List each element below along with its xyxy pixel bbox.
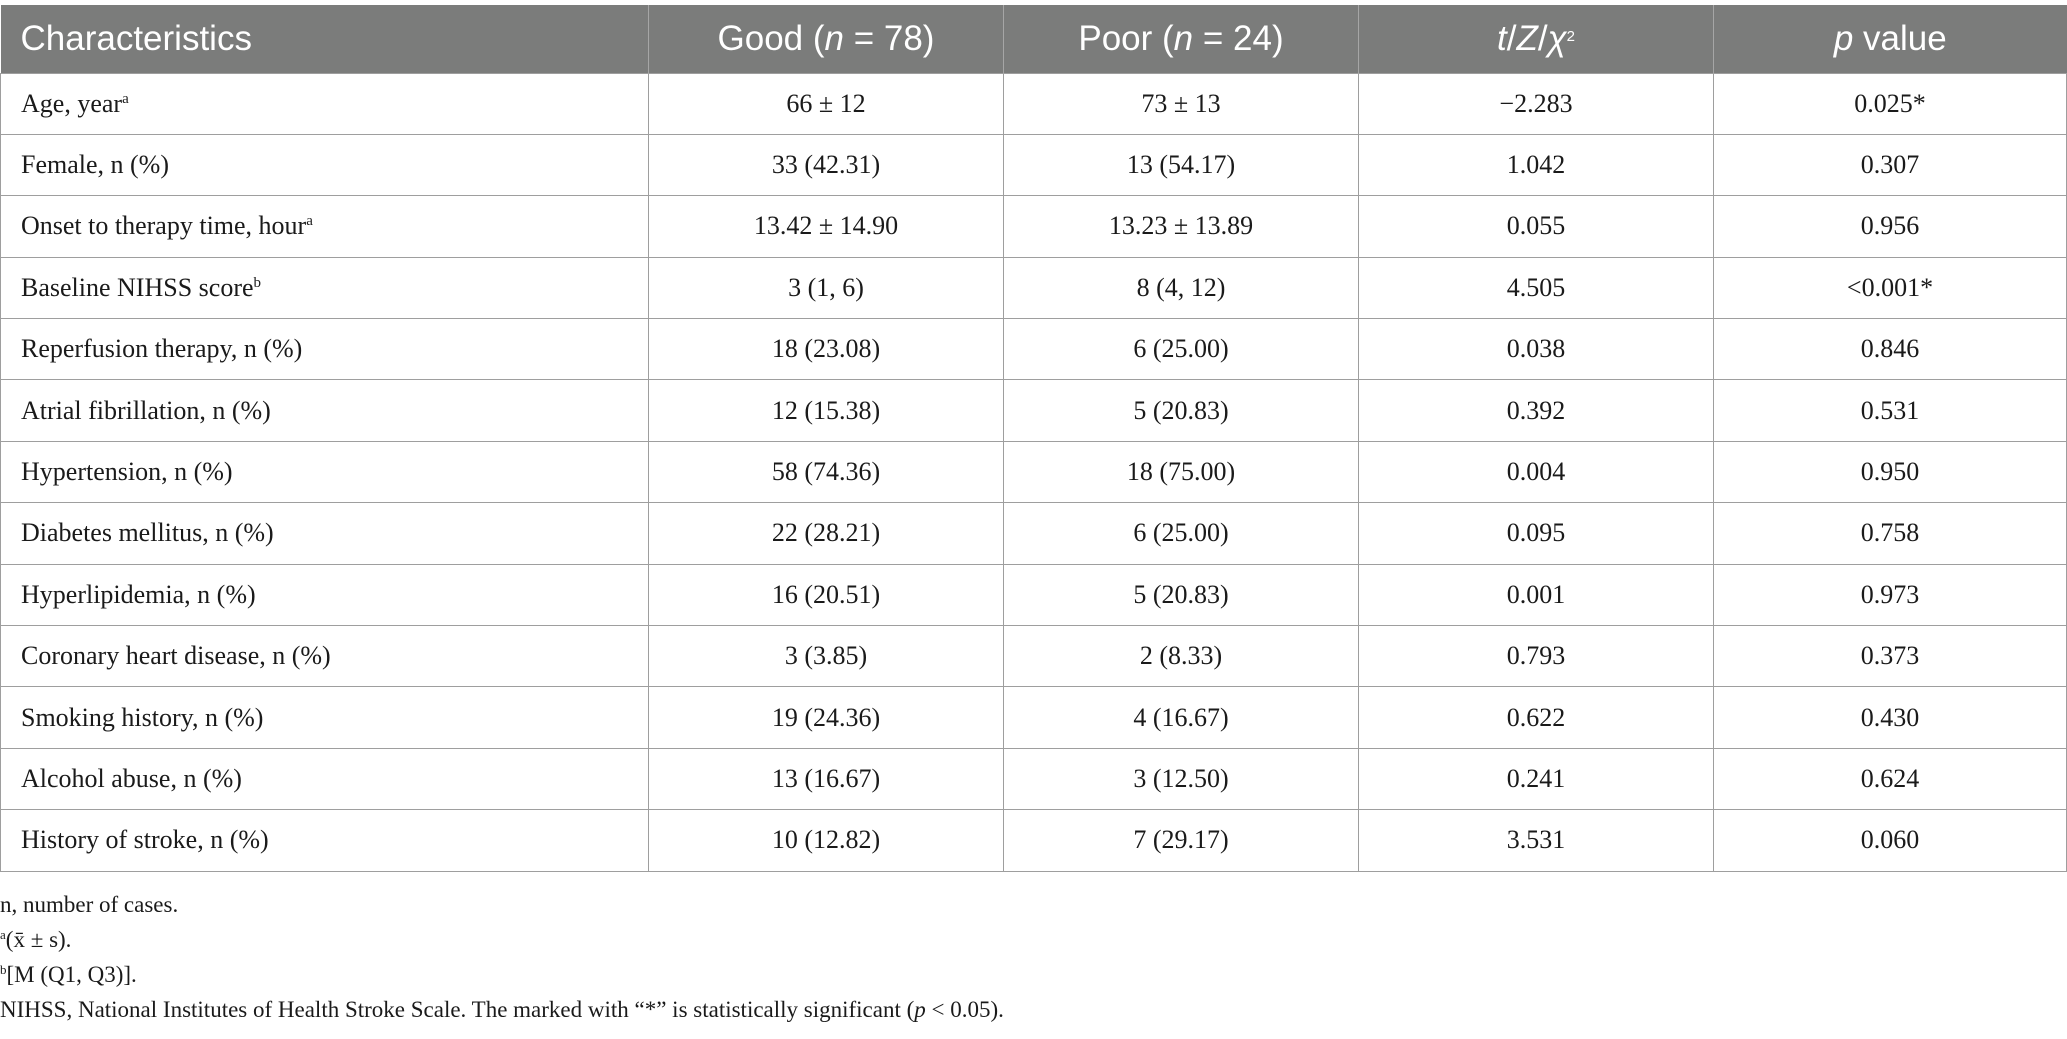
cell-poor: 73 ± 13 [1003, 72, 1359, 135]
cell-statistic: 3.531 [1358, 809, 1714, 872]
cell-statistic: 0.622 [1358, 686, 1714, 749]
cell-p-value: 0.025* [1713, 72, 2067, 135]
cell-statistic: 4.505 [1358, 256, 1714, 320]
characteristics-table: Characteristics Good (n = 78) Poor (n = … [0, 5, 2067, 872]
row-label: Alcohol abuse, n (%) [0, 747, 649, 811]
cell-statistic: 0.241 [1358, 747, 1714, 811]
cell-p-value: 0.950 [1713, 440, 2067, 504]
cell-poor: 8 (4, 12) [1003, 256, 1359, 320]
header-p-value: p value [1833, 18, 1947, 58]
cell-p-value: 0.531 [1713, 379, 2067, 442]
row-label: Baseline NIHSS scoreb [0, 256, 649, 320]
table-row: Baseline NIHSS scoreb 3 (1, 6) 8 (4, 12)… [0, 256, 2067, 320]
cell-statistic: −2.283 [1358, 72, 1714, 135]
row-label: Smoking history, n (%) [0, 686, 649, 749]
row-label: Age, yeara [0, 72, 649, 135]
row-label: Reperfusion therapy, n (%) [0, 318, 649, 381]
cell-poor: 5 (20.83) [1003, 379, 1359, 442]
cell-statistic: 0.004 [1358, 440, 1714, 504]
cell-statistic: 0.793 [1358, 625, 1714, 688]
cell-good: 58 (74.36) [648, 440, 1004, 504]
row-label: Coronary heart disease, n (%) [0, 625, 649, 688]
header-good: Good (n = 78) [648, 5, 1004, 73]
cell-good: 3 (3.85) [648, 625, 1004, 688]
header-characteristics: Characteristics [0, 5, 649, 73]
cell-poor: 7 (29.17) [1003, 809, 1359, 872]
footnote-a: a(x̄ ± s). [0, 927, 72, 952]
row-label: Female, n (%) [0, 133, 649, 197]
table-row: Hyperlipidemia, n (%) 16 (20.51) 5 (20.8… [0, 563, 2067, 627]
table-row: Onset to therapy time, houra 13.42 ± 14.… [0, 195, 2067, 258]
row-label: History of stroke, n (%) [0, 809, 649, 872]
cell-good: 3 (1, 6) [648, 256, 1004, 320]
footnote-n-definition: n, number of cases. [0, 892, 179, 917]
table-footnotes: n, number of cases. a(x̄ ± s). b[M (Q1, … [0, 887, 1004, 1027]
cell-p-value: 0.430 [1713, 686, 2067, 749]
cell-good: 66 ± 12 [648, 72, 1004, 135]
row-label: Hypertension, n (%) [0, 440, 649, 504]
table-row: Female, n (%) 33 (42.31) 13 (54.17) 1.04… [0, 133, 2067, 197]
table-header: Characteristics Good (n = 78) Poor (n = … [0, 5, 2067, 73]
cell-statistic: 0.038 [1358, 318, 1714, 381]
cell-good: 13 (16.67) [648, 747, 1004, 811]
cell-good: 13.42 ± 14.90 [648, 195, 1004, 258]
table-row: Reperfusion therapy, n (%) 18 (23.08) 6 … [0, 318, 2067, 381]
table-row: Diabetes mellitus, n (%) 22 (28.21) 6 (2… [0, 502, 2067, 565]
cell-poor: 6 (25.00) [1003, 318, 1359, 381]
cell-poor: 5 (20.83) [1003, 563, 1359, 627]
cell-statistic: 0.392 [1358, 379, 1714, 442]
cell-p-value: 0.956 [1713, 195, 2067, 258]
table-row: Age, yeara 66 ± 12 73 ± 13 −2.283 0.025* [0, 72, 2067, 135]
header-test-statistic: t/Z/χ2 [1358, 5, 1714, 73]
cell-poor: 2 (8.33) [1003, 625, 1359, 688]
row-label: Diabetes mellitus, n (%) [0, 502, 649, 565]
table-row: Hypertension, n (%) 58 (74.36) 18 (75.00… [0, 440, 2067, 504]
cell-poor: 4 (16.67) [1003, 686, 1359, 749]
cell-poor: 18 (75.00) [1003, 440, 1359, 504]
row-label: Onset to therapy time, houra [0, 195, 649, 258]
table-row: Atrial fibrillation, n (%) 12 (15.38) 5 … [0, 379, 2067, 442]
cell-statistic: 0.001 [1358, 563, 1714, 627]
cell-p-value: 0.758 [1713, 502, 2067, 565]
cell-poor: 6 (25.00) [1003, 502, 1359, 565]
cell-good: 22 (28.21) [648, 502, 1004, 565]
footnote-nihss: NIHSS, National Institutes of Health Str… [0, 997, 1004, 1022]
cell-good: 18 (23.08) [648, 318, 1004, 381]
cell-p-value: 0.373 [1713, 625, 2067, 688]
table-row: Coronary heart disease, n (%) 3 (3.85) 2… [0, 625, 2067, 688]
cell-good: 12 (15.38) [648, 379, 1004, 442]
cell-good: 10 (12.82) [648, 809, 1004, 872]
cell-statistic: 1.042 [1358, 133, 1714, 197]
row-label: Atrial fibrillation, n (%) [0, 379, 649, 442]
table-body: Age, yeara 66 ± 12 73 ± 13 −2.283 0.025*… [0, 72, 2067, 872]
cell-p-value: 0.060 [1713, 809, 2067, 872]
table-row: Alcohol abuse, n (%) 13 (16.67) 3 (12.50… [0, 747, 2067, 811]
cell-p-value: 0.307 [1713, 133, 2067, 197]
cell-good: 33 (42.31) [648, 133, 1004, 197]
footnote-b: b[M (Q1, Q3)]. [0, 962, 137, 987]
cell-p-value: 0.624 [1713, 747, 2067, 811]
cell-statistic: 0.055 [1358, 195, 1714, 258]
cell-statistic: 0.095 [1358, 502, 1714, 565]
row-label: Hyperlipidemia, n (%) [0, 563, 649, 627]
cell-p-value: 0.846 [1713, 318, 2067, 381]
cell-poor: 13 (54.17) [1003, 133, 1359, 197]
cell-good: 16 (20.51) [648, 563, 1004, 627]
table-row: Smoking history, n (%) 19 (24.36) 4 (16.… [0, 686, 2067, 749]
cell-poor: 13.23 ± 13.89 [1003, 195, 1359, 258]
cell-poor: 3 (12.50) [1003, 747, 1359, 811]
cell-p-value: <0.001* [1713, 256, 2067, 320]
cell-good: 19 (24.36) [648, 686, 1004, 749]
header-poor: Poor (n = 24) [1003, 5, 1359, 73]
cell-p-value: 0.973 [1713, 563, 2067, 627]
table-row: History of stroke, n (%) 10 (12.82) 7 (2… [0, 809, 2067, 872]
header-row: Characteristics Good (n = 78) Poor (n = … [0, 5, 2067, 73]
